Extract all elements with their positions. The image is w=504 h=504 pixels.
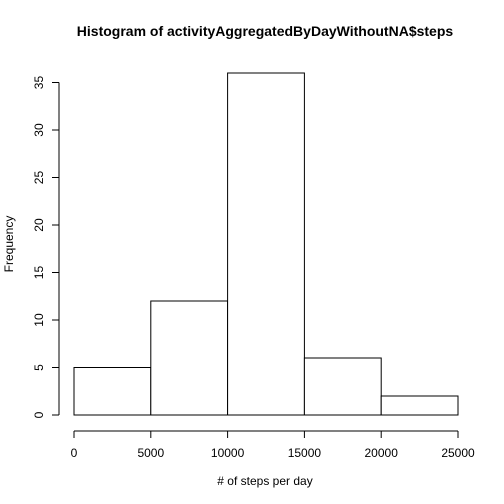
y-tick-label: 35 [32,76,46,90]
y-axis: 0 5 10 15 20 25 30 35 [32,76,60,418]
x-tick-label: 20000 [365,446,399,460]
y-tick-label: 5 [32,364,46,371]
y-tick-label: 0 [32,411,46,418]
y-tick-label: 30 [32,123,46,137]
x-tick-label: 25000 [441,446,475,460]
x-tick-label: 15000 [288,446,322,460]
x-tick-label: 10000 [211,446,245,460]
y-tick-label: 20 [32,218,46,232]
chart-title: Histogram of activityAggregatedByDayWith… [77,23,454,39]
x-axis-label: # of steps per day [217,474,312,488]
y-tick-label: 25 [32,171,46,185]
histogram-bar-2 [227,72,305,416]
x-tick-label: 5000 [137,446,164,460]
bars-group [73,72,459,416]
histogram-bar-0 [73,367,152,416]
y-tick-label: 10 [32,313,46,327]
histogram-bar-1 [150,300,229,416]
histogram-bar-3 [303,357,382,416]
x-axis: 0 5000 10000 15000 20000 25000 [71,430,475,460]
y-tick-label: 15 [32,266,46,280]
y-axis-label: Frequency [2,216,16,273]
x-tick-label: 0 [71,446,78,460]
histogram-bar-4 [380,395,459,416]
